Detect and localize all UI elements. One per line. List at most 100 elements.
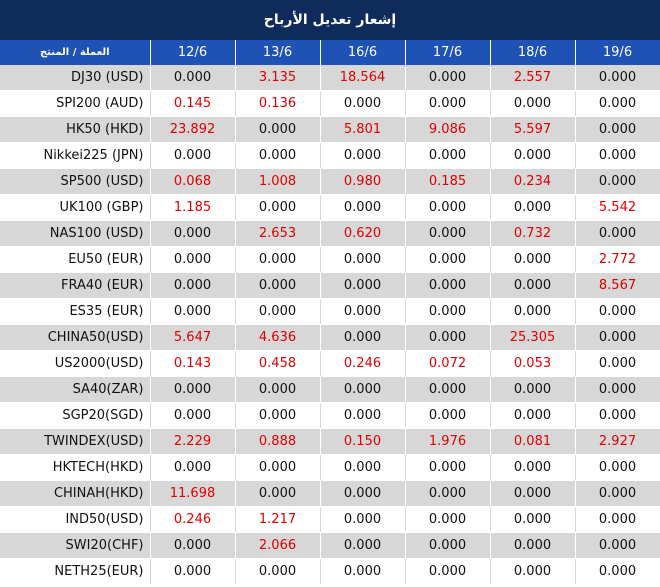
value-cell: 0.000	[320, 298, 406, 325]
table-body: DJ30 (USD) 0.000 3.135 18.564 0.000 2.557 0.00…	[0, 65, 660, 585]
symbol-cell: EU50 (EUR)	[0, 246, 151, 273]
value-cell: 0.000	[490, 454, 576, 481]
table-row: CHINA50(USD) 5.647 4.636 0.000 0.000 25.305 0.…	[0, 324, 660, 351]
value-cell: 0.000	[575, 558, 660, 585]
value-cell: 0.000	[490, 376, 576, 403]
table-row: HK50 (HKD) 23.892 0.000 5.801 9.086 5.597 0.00…	[0, 116, 660, 143]
value-cell: 0.000	[320, 506, 406, 533]
value-cell: 0.000	[405, 532, 491, 559]
symbol-cell: NAS100 (USD)	[0, 220, 151, 247]
column-header-date: 13/6	[235, 40, 321, 65]
value-cell: 0.732	[490, 220, 576, 247]
value-cell: 0.000	[575, 480, 660, 507]
value-cell: 0.888	[235, 428, 321, 455]
dividend-table: العملة / المنتج 12/6 13/6 16/6 17/6 18/6…	[0, 40, 660, 585]
value-cell: 9.086	[405, 116, 491, 143]
value-cell: 0.143	[150, 350, 236, 377]
value-cell: 0.234	[490, 168, 576, 195]
table-row: FRA40 (EUR) 0.000 0.000 0.000 0.000 0.000 8.56…	[0, 272, 660, 299]
value-cell: 8.567	[575, 272, 660, 299]
value-cell: 0.000	[320, 454, 406, 481]
value-cell: 0.000	[405, 272, 491, 299]
symbol-cell: NETH25(EUR)	[0, 558, 151, 585]
value-cell: 0.000	[405, 298, 491, 325]
value-cell: 0.150	[320, 428, 406, 455]
value-cell: 0.185	[405, 168, 491, 195]
value-cell: 1.008	[235, 168, 321, 195]
value-cell: 0.000	[575, 168, 660, 195]
value-cell: 0.000	[490, 558, 576, 585]
value-cell: 0.000	[405, 142, 491, 169]
value-cell: 5.801	[320, 116, 406, 143]
value-cell: 0.000	[575, 90, 660, 117]
value-cell: 0.000	[235, 272, 321, 299]
value-cell: 0.000	[490, 402, 576, 429]
value-cell: 0.000	[490, 506, 576, 533]
value-cell: 0.246	[320, 350, 406, 377]
value-cell: 0.000	[150, 65, 236, 91]
table-row: EU50 (EUR) 0.000 0.000 0.000 0.000 0.000 2.772	[0, 246, 660, 273]
symbol-cell: CHINA50(USD)	[0, 324, 151, 351]
value-cell: 0.000	[575, 402, 660, 429]
table-row: HKTECH(HKD) 0.000 0.000 0.000 0.000 0.000 0.00…	[0, 454, 660, 481]
table-row: UK100 (GBP) 1.185 0.000 0.000 0.000 0.000 5.54…	[0, 194, 660, 221]
value-cell: 25.305	[490, 324, 576, 351]
table-row: TWINDEX(USD) 2.229 0.888 0.150 1.976 0.081 2.9…	[0, 428, 660, 455]
value-cell: 0.000	[405, 480, 491, 507]
symbol-cell: US2000(USD)	[0, 350, 151, 377]
value-cell: 5.542	[575, 194, 660, 221]
value-cell: 0.000	[405, 402, 491, 429]
symbol-cell: DJ30 (USD)	[0, 65, 151, 91]
value-cell: 2.066	[235, 532, 321, 559]
value-cell: 0.000	[320, 324, 406, 351]
table-row: Nikkei225 (JPN) 0.000 0.000 0.000 0.000 0.000…	[0, 142, 660, 169]
value-cell: 0.000	[150, 454, 236, 481]
symbol-cell: IND50(USD)	[0, 506, 151, 533]
value-cell: 0.000	[490, 246, 576, 273]
symbol-cell: HKTECH(HKD)	[0, 454, 151, 481]
value-cell: 0.000	[150, 272, 236, 299]
value-cell: 23.892	[150, 116, 236, 143]
value-cell: 0.458	[235, 350, 321, 377]
table-row: SWI20(CHF) 0.000 2.066 0.000 0.000 0.000 0.000	[0, 532, 660, 559]
symbol-cell: FRA40 (EUR)	[0, 272, 151, 299]
value-cell: 0.000	[235, 116, 321, 143]
value-cell: 4.636	[235, 324, 321, 351]
value-cell: 0.000	[405, 454, 491, 481]
value-cell: 5.647	[150, 324, 236, 351]
value-cell: 0.068	[150, 168, 236, 195]
table-row: IND50(USD) 0.246 1.217 0.000 0.000 0.000 0.000	[0, 506, 660, 533]
column-header-symbol: العملة / المنتج	[0, 40, 151, 65]
value-cell: 0.145	[150, 90, 236, 117]
value-cell: 0.000	[575, 220, 660, 247]
value-cell: 0.081	[490, 428, 576, 455]
value-cell: 0.000	[235, 376, 321, 403]
symbol-cell: ES35 (EUR)	[0, 298, 151, 325]
value-cell: 0.246	[150, 506, 236, 533]
symbol-cell: SGP20(SGD)	[0, 402, 151, 429]
value-cell: 0.980	[320, 168, 406, 195]
symbol-cell: SA40(ZAR)	[0, 376, 151, 403]
value-cell: 0.000	[320, 480, 406, 507]
value-cell: 0.000	[490, 298, 576, 325]
value-cell: 1.976	[405, 428, 491, 455]
value-cell: 3.135	[235, 65, 321, 91]
value-cell: 2.927	[575, 428, 660, 455]
table-row: US2000(USD) 0.143 0.458 0.246 0.072 0.053 0.00…	[0, 350, 660, 377]
column-header-date: 18/6	[490, 40, 576, 65]
value-cell: 0.136	[235, 90, 321, 117]
symbol-cell: SWI20(CHF)	[0, 532, 151, 559]
symbol-cell: SPI200 (AUD)	[0, 90, 151, 117]
table-header-row: العملة / المنتج 12/6 13/6 16/6 17/6 18/6…	[0, 40, 660, 65]
value-cell: 0.000	[490, 272, 576, 299]
value-cell: 0.000	[235, 142, 321, 169]
value-cell: 5.597	[490, 116, 576, 143]
value-cell: 0.000	[235, 194, 321, 221]
table-row: NETH25(EUR) 0.000 0.000 0.000 0.000 0.000 0.00…	[0, 558, 660, 585]
value-cell: 0.000	[405, 194, 491, 221]
value-cell: 0.000	[575, 350, 660, 377]
column-header-date: 17/6	[405, 40, 491, 65]
value-cell: 0.000	[150, 142, 236, 169]
value-cell: 0.000	[575, 142, 660, 169]
